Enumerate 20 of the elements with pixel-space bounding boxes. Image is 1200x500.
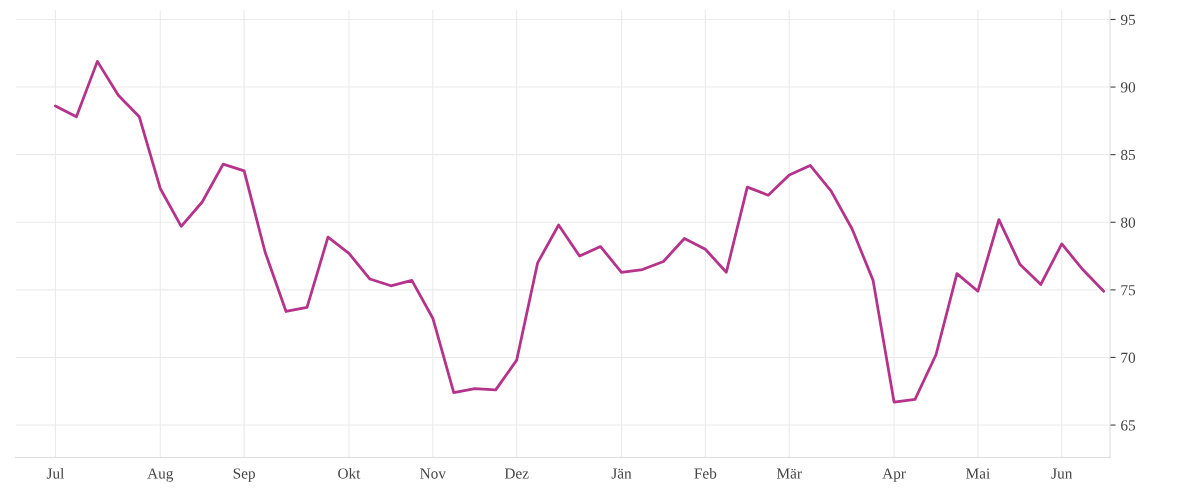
x-tick-label: Nov xyxy=(420,468,446,479)
x-tick-label: Aug xyxy=(147,468,174,482)
y-tick-label: 90 xyxy=(1120,82,1136,93)
x-tick-label: Okt xyxy=(338,467,361,479)
y-tick-label: 95 xyxy=(1120,14,1136,25)
x-tick-label: Jun xyxy=(1051,468,1073,479)
y-tick-label: 65 xyxy=(1121,420,1136,431)
y-tick-label: 80 xyxy=(1121,217,1136,228)
x-tick-label: Mär xyxy=(776,468,802,479)
x-tick-label: Jän xyxy=(611,468,632,479)
x-tick-label: Mai xyxy=(966,468,990,479)
x-tick-label: Feb xyxy=(694,467,717,479)
x-tick-label: Sep xyxy=(233,468,255,482)
line-series xyxy=(54,59,1106,404)
x-tick-label: Apr xyxy=(882,468,906,482)
x-tick-label: Jul xyxy=(46,467,65,479)
y-tick-label: 85 xyxy=(1121,149,1136,161)
y-tick-label: 75 xyxy=(1121,285,1136,296)
y-tick-label: 70 xyxy=(1121,352,1136,363)
x-tick-label: Dez xyxy=(504,468,529,479)
